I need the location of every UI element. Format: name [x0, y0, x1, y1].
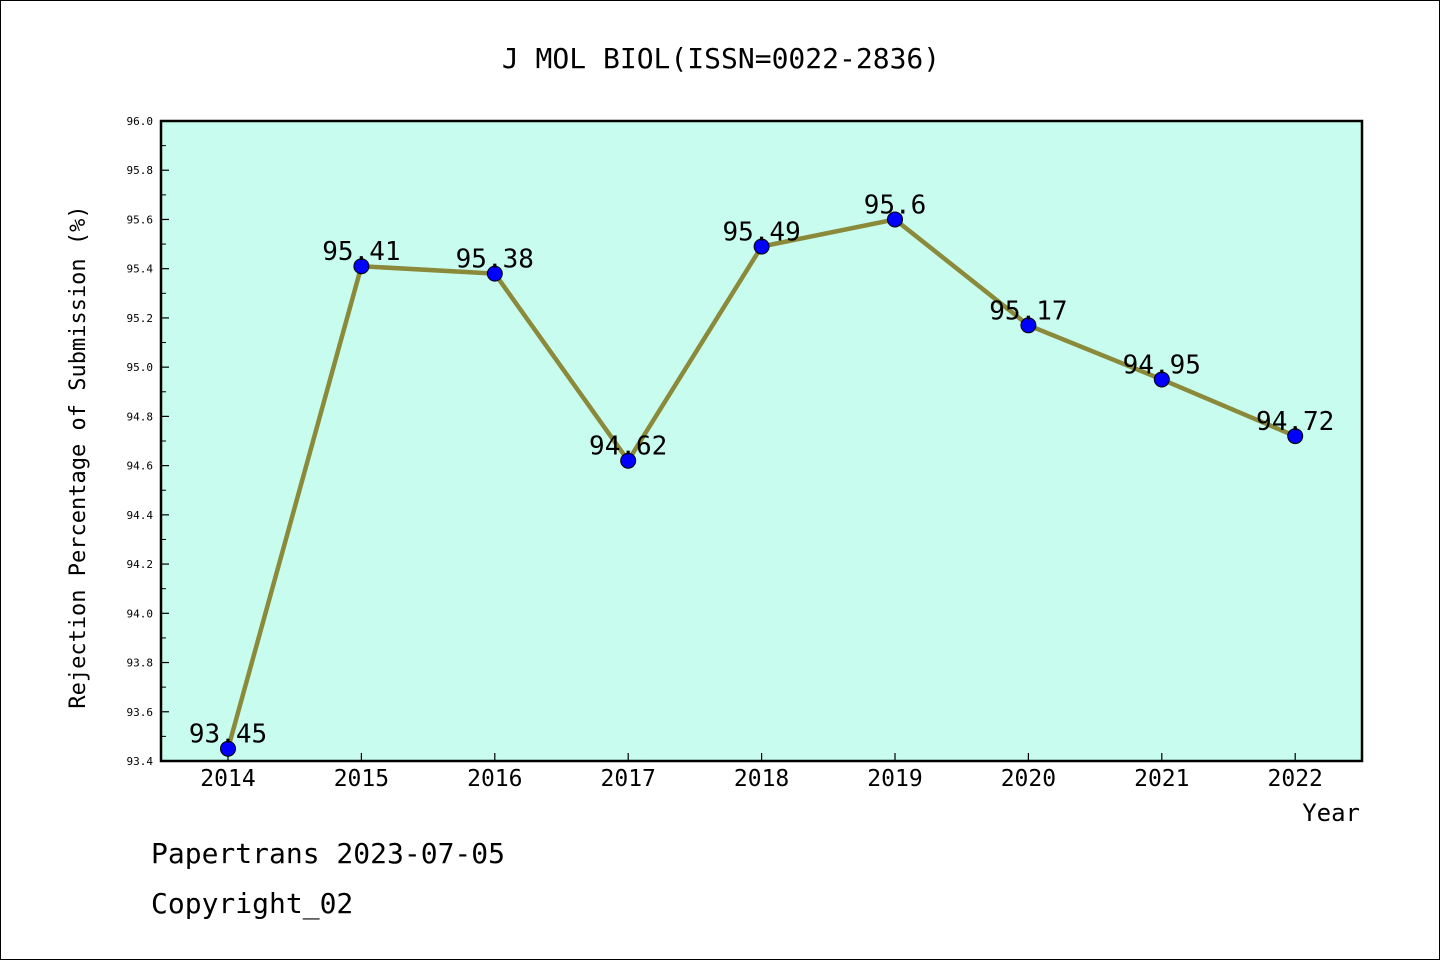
y-tick-label: 95.8	[127, 164, 154, 177]
y-tick-label: 93.4	[127, 755, 154, 768]
y-tick-label: 94.0	[127, 607, 154, 620]
y-tick-label: 93.8	[127, 657, 154, 670]
x-tick-label: 2021	[1134, 766, 1189, 792]
data-label: 94.95	[1123, 350, 1201, 380]
y-tick-label: 95.4	[127, 263, 154, 276]
x-tick-label: 2015	[334, 766, 389, 792]
x-axis-label: Year	[1302, 799, 1360, 827]
x-tick-label: 2020	[1001, 766, 1056, 792]
data-label: 95.6	[864, 190, 927, 220]
data-point	[887, 211, 903, 228]
data-label: 95.41	[322, 237, 400, 267]
data-label: 94.62	[589, 432, 667, 462]
data-label: 94.72	[1256, 407, 1334, 437]
x-tick-label: 2016	[467, 766, 522, 792]
y-tick-label: 94.8	[127, 410, 154, 423]
data-point	[753, 238, 770, 255]
data-point	[353, 258, 370, 275]
x-tick-label: 2018	[734, 766, 789, 792]
chart-title: J MOL BIOL(ISSN=0022-2836)	[502, 42, 940, 75]
y-axis: 93.4 93.6 93.8 94.0 94.2 94.4 94.6 94.8 95.0 95.2…	[127, 115, 169, 768]
data-point	[220, 740, 236, 757]
y-tick-label: 94.2	[127, 558, 154, 571]
x-axis: 2014 2015 2016 2017 2018 2019 2020 2021 2022	[200, 753, 1323, 792]
data-point	[1020, 317, 1037, 334]
x-tick-label: 2014	[200, 766, 255, 792]
x-tick-label: 2019	[867, 766, 922, 792]
data-point	[620, 452, 637, 469]
data-label: 95.17	[989, 296, 1067, 326]
y-tick-label: 94.4	[127, 509, 154, 522]
footer-date-line: Papertrans 2023-07-05	[151, 837, 506, 870]
data-label: 95.49	[722, 218, 800, 248]
data-label: 93.45	[189, 720, 267, 750]
y-tick-label: 94.6	[127, 460, 154, 473]
x-tick-label: 2022	[1268, 766, 1323, 792]
plot-area	[159, 119, 1364, 763]
y-tick-label: 95.0	[127, 361, 154, 374]
data-point	[486, 265, 503, 282]
y-axis-label: Rejection Percentage of Submission (%)	[66, 205, 91, 708]
y-tick-label: 95.6	[127, 213, 154, 226]
x-tick-label: 2017	[601, 766, 656, 792]
y-tick-label: 93.6	[127, 706, 154, 719]
y-tick-label: 96.0	[127, 115, 154, 128]
y-tick-label: 95.2	[127, 312, 154, 325]
series-layer: 93.45 95.41 95.38 94.62 95.49 95.6 95.17 94.95 9…	[189, 190, 1334, 757]
data-label: 95.38	[456, 245, 534, 275]
data-point	[1287, 428, 1304, 445]
data-point	[1153, 371, 1170, 388]
footer-copyright-line: Copyright_02	[151, 887, 354, 920]
